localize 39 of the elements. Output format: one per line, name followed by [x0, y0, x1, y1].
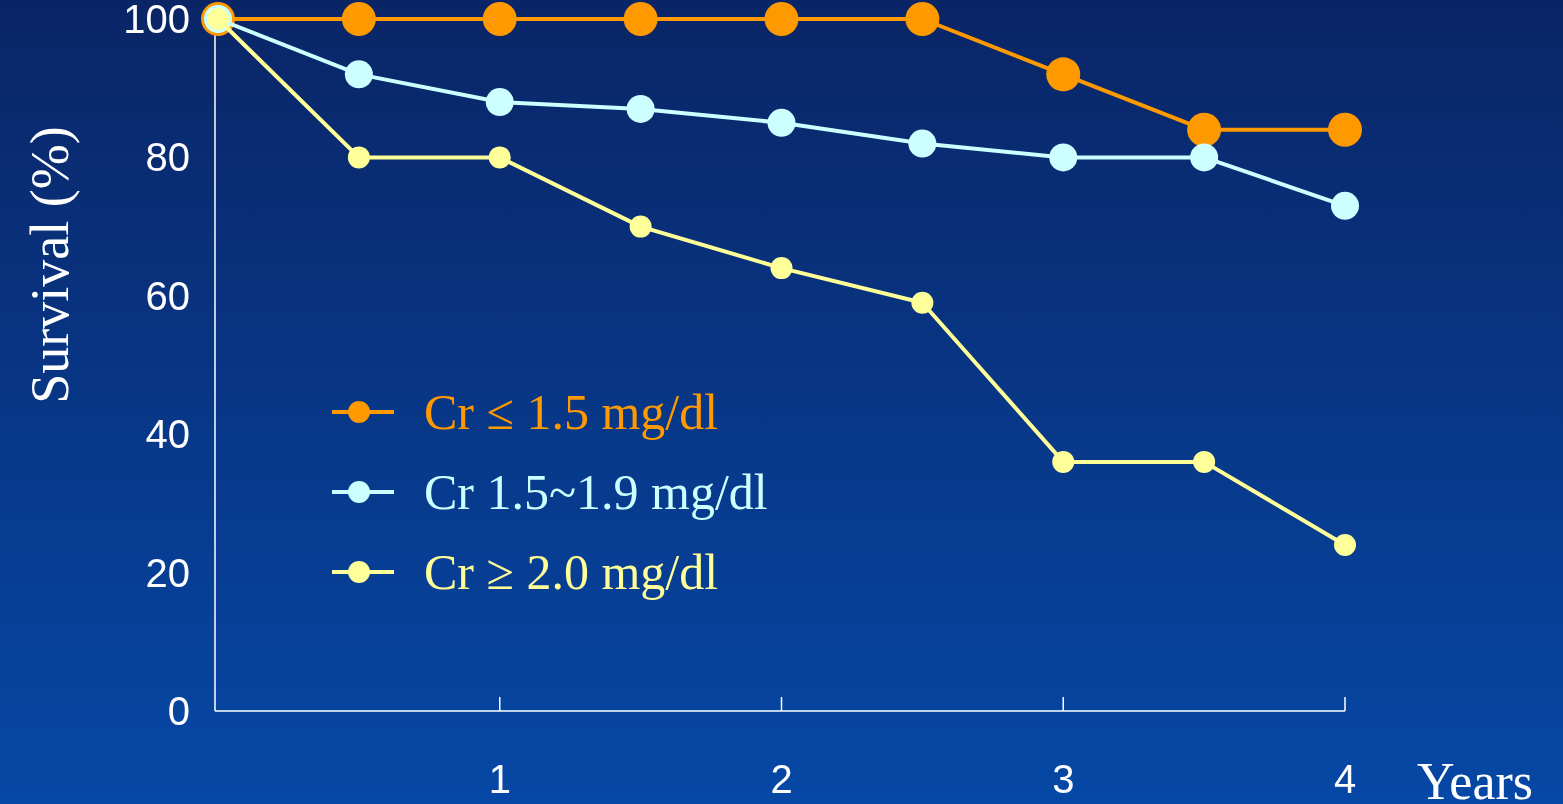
point	[1193, 450, 1216, 473]
x-tick-label: 3	[1052, 757, 1075, 801]
point	[911, 291, 934, 314]
y-axis-title: Survival (%)	[20, 126, 80, 404]
point	[341, 2, 376, 36]
point	[1328, 112, 1362, 147]
y-tick-label: 20	[145, 550, 190, 595]
point	[1334, 533, 1356, 556]
point	[629, 215, 652, 238]
point	[1190, 143, 1219, 172]
y-tick-label: 100	[123, 0, 190, 41]
point	[488, 146, 511, 169]
point	[764, 2, 799, 36]
point	[908, 129, 937, 158]
legend-label: Cr 1.5~1.9 mg/dl	[424, 464, 768, 520]
y-tick-label: 0	[167, 689, 190, 733]
point	[1187, 112, 1222, 147]
point	[347, 146, 370, 169]
x-tick-label: 4	[1333, 757, 1357, 801]
point	[485, 88, 514, 117]
point	[344, 60, 373, 89]
point	[770, 257, 793, 280]
y-tick-label: 60	[145, 273, 190, 318]
legend-label: Cr ≥ 2.0 mg/dl	[424, 544, 719, 600]
point	[623, 2, 658, 36]
legend-label: Cr ≤ 1.5 mg/dl	[424, 384, 719, 440]
y-tick-label: 80	[145, 135, 190, 180]
point	[905, 2, 940, 36]
x-tick-label: 1	[488, 757, 511, 801]
point	[767, 108, 796, 137]
x-tick-label: 2	[770, 757, 793, 801]
point	[1331, 191, 1359, 220]
point	[482, 2, 517, 36]
point	[626, 94, 655, 123]
y-tick-label: 40	[145, 412, 190, 457]
x-axis-title: Years	[1416, 753, 1534, 804]
point	[1046, 57, 1081, 92]
point	[1049, 143, 1078, 172]
point	[1052, 450, 1075, 473]
